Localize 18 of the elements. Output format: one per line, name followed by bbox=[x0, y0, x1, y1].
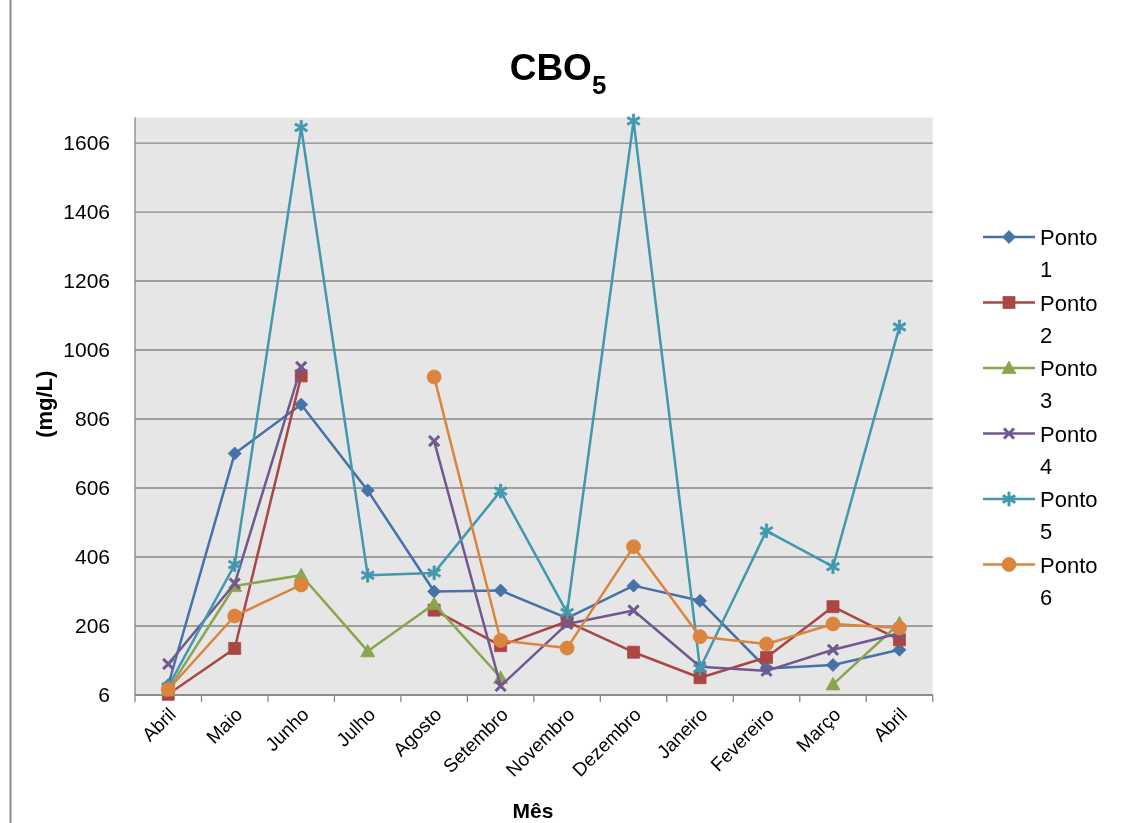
y-tick-label: 1406 bbox=[63, 200, 110, 224]
y-tick-label: 406 bbox=[74, 545, 110, 569]
y-tick-label: 206 bbox=[74, 614, 110, 638]
y-tick-label: 6 bbox=[98, 683, 110, 707]
y-tick-label: 606 bbox=[74, 476, 110, 500]
legend-label: Ponto 5 bbox=[1040, 487, 1098, 544]
legend-label: Ponto 6 bbox=[1040, 552, 1098, 610]
chart-title: CBO$_{5}$ bbox=[509, 47, 607, 99]
x-axis-title: Mês bbox=[512, 799, 554, 822]
legend-label: Ponto 4 bbox=[1040, 421, 1098, 479]
y-axis-title: (mg/L) bbox=[32, 370, 57, 438]
y-tick-label: 1006 bbox=[63, 338, 110, 362]
legend-label: Ponto 2 bbox=[1040, 290, 1098, 348]
y-tick-label: 1606 bbox=[63, 131, 110, 155]
y-tick-label: 1206 bbox=[63, 269, 110, 293]
legend-label: Ponto 1 bbox=[1040, 225, 1098, 282]
y-tick-label: 806 bbox=[74, 407, 110, 431]
legend-label: Ponto 3 bbox=[1040, 356, 1098, 413]
